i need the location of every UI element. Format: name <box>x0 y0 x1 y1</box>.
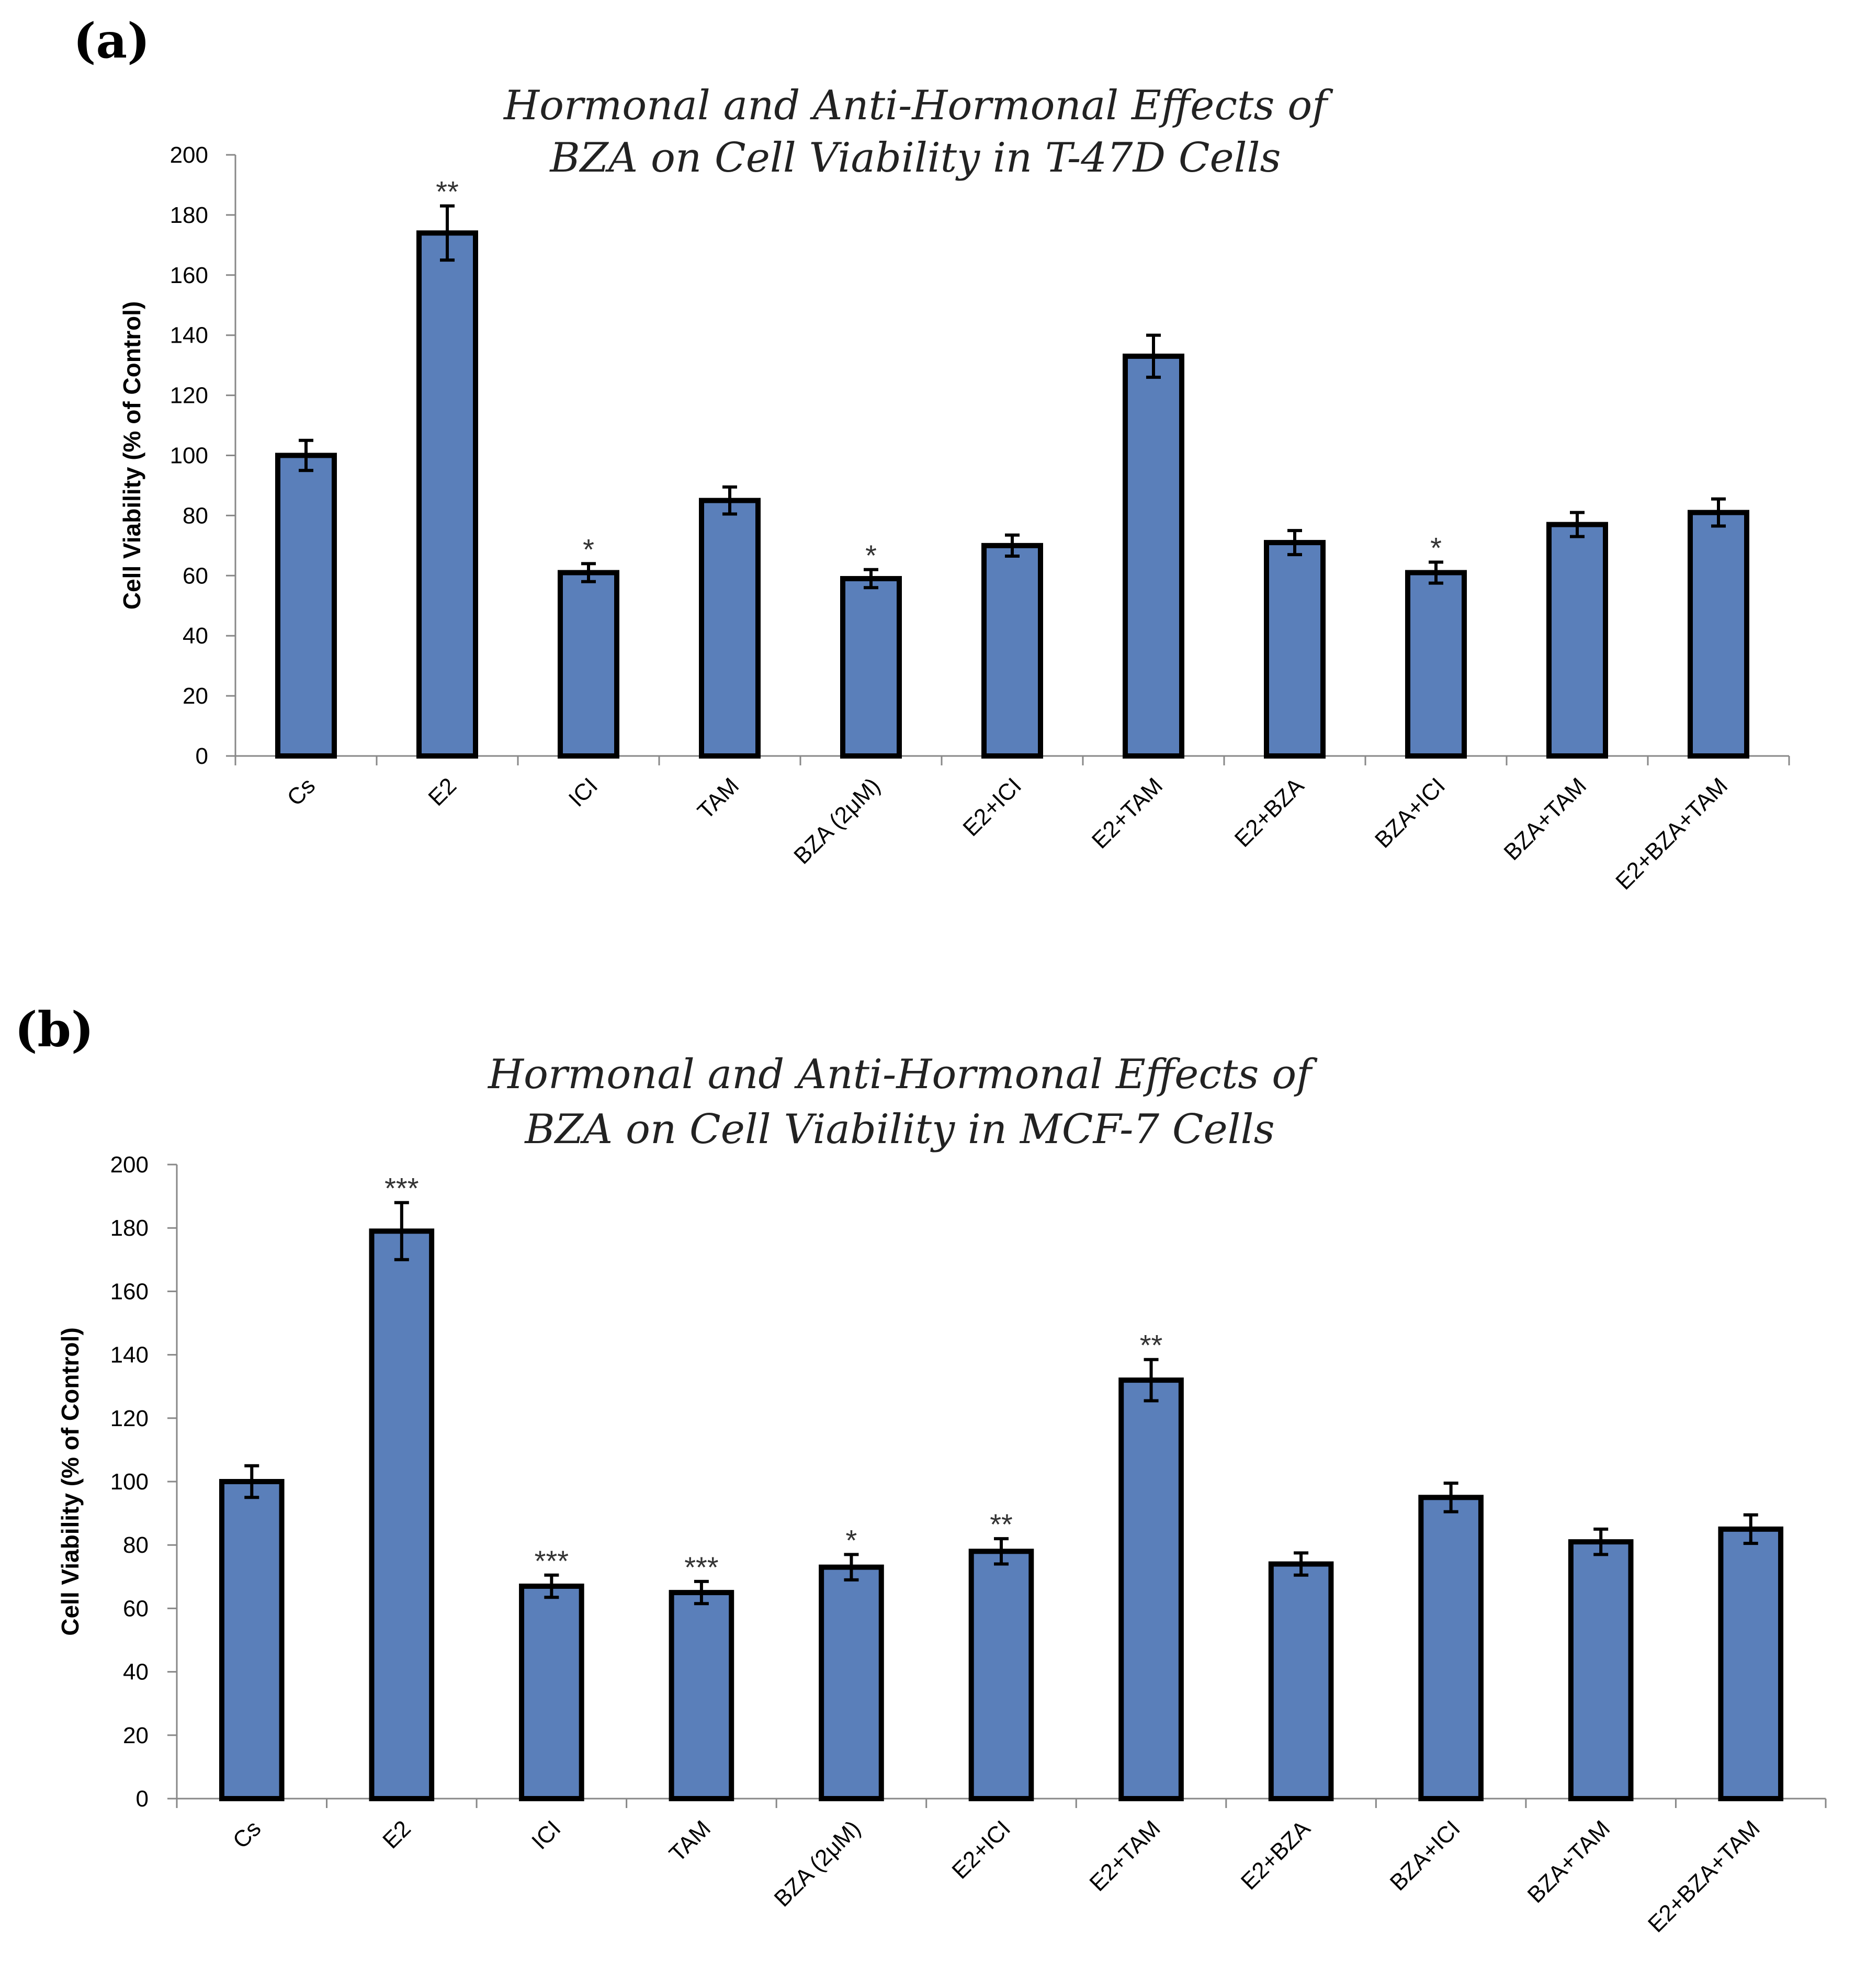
chart-title-line: Hormonal and Anti-Hormonal Effects of <box>503 82 1333 129</box>
bar <box>699 498 761 759</box>
x-category-label: TAM <box>693 773 744 824</box>
bar <box>519 1583 584 1801</box>
y-tick-label: 100 <box>170 443 208 469</box>
x-category-label: E2+TAM <box>1084 1815 1165 1896</box>
chart-title-line: BZA on Cell Viability in T-47D Cells <box>549 134 1281 182</box>
x-category-label: BZA (2μM) <box>789 773 885 869</box>
y-tick-label: 200 <box>110 1152 149 1178</box>
x-category-label: ICI <box>564 773 603 811</box>
bar <box>369 1228 435 1801</box>
y-axis-label: Cell Viability (% of Control) <box>56 1327 84 1636</box>
significance-marker: ** <box>1140 1329 1163 1362</box>
bar <box>981 543 1043 759</box>
chart-title-line: Hormonal and Anti-Hormonal Effects of <box>487 1051 1318 1098</box>
y-tick-label: 160 <box>170 263 208 288</box>
y-tick-label: 120 <box>110 1406 149 1431</box>
x-category-label: BZA+ICI <box>1370 773 1450 853</box>
bar <box>1264 540 1326 759</box>
chart-title-line: BZA on Cell Viability in MCF-7 Cells <box>524 1106 1274 1153</box>
y-tick-label: 160 <box>110 1279 149 1304</box>
bar <box>1418 1495 1484 1802</box>
bar <box>1568 1539 1634 1801</box>
y-tick-label: 0 <box>136 1786 149 1812</box>
bar <box>416 230 478 759</box>
significance-marker: * <box>583 533 594 566</box>
x-category-label: BZA+ICI <box>1385 1815 1465 1895</box>
y-axis-label: Cell Viability (% of Control) <box>118 301 145 610</box>
x-category-label: E2+TAM <box>1087 773 1168 853</box>
y-tick-label: 80 <box>183 503 208 528</box>
bar <box>558 570 619 759</box>
bar <box>1123 353 1184 759</box>
bar <box>968 1549 1034 1802</box>
panel-label: (b) <box>15 1001 94 1058</box>
bar <box>1118 1377 1184 1802</box>
chart-panel-a: (a) Hormonal and Anti-Hormonal Effects of… <box>73 13 1790 895</box>
bar <box>1546 522 1608 759</box>
y-tick-label: 100 <box>110 1469 149 1495</box>
significance-marker: *** <box>684 1551 718 1584</box>
bar <box>819 1564 884 1802</box>
bar <box>1688 510 1749 759</box>
significance-marker: *** <box>384 1172 418 1205</box>
significance-marker: ** <box>436 175 459 208</box>
x-category-label: E2+BZA <box>1236 1815 1316 1895</box>
x-category-label: Cs <box>282 773 320 811</box>
x-category-label: E2+BZA+TAM <box>1643 1815 1765 1937</box>
significance-marker: * <box>1430 531 1442 564</box>
x-category-label: Cs <box>228 1815 266 1854</box>
y-tick-label: 0 <box>196 743 208 769</box>
x-category-label: E2+ICI <box>947 1815 1015 1884</box>
x-category-label: BZA (2μM) <box>770 1815 866 1912</box>
x-category-label: TAM <box>664 1815 716 1867</box>
bar <box>275 453 337 759</box>
significance-marker: *** <box>535 1544 569 1577</box>
bar <box>840 576 902 759</box>
y-tick-label: 40 <box>183 623 208 649</box>
y-tick-label: 80 <box>123 1532 149 1558</box>
x-category-label: ICI <box>527 1815 565 1854</box>
significance-marker: ** <box>990 1508 1013 1541</box>
x-category-label: E2+BZA+TAM <box>1611 773 1733 895</box>
y-tick-label: 60 <box>183 563 208 589</box>
y-tick-label: 180 <box>170 202 208 228</box>
x-category-label: E2 <box>423 773 461 811</box>
x-category-label: BZA+TAM <box>1499 773 1591 865</box>
y-tick-label: 180 <box>110 1215 149 1241</box>
y-tick-label: 140 <box>110 1342 149 1368</box>
y-tick-label: 140 <box>170 323 208 348</box>
x-category-label: E2+ICI <box>958 773 1026 841</box>
bar <box>219 1479 285 1801</box>
significance-marker: * <box>865 539 877 572</box>
bar <box>1405 570 1467 759</box>
y-tick-label: 60 <box>123 1596 149 1621</box>
y-tick-label: 20 <box>123 1723 149 1748</box>
bar <box>1268 1561 1334 1802</box>
y-tick-label: 120 <box>170 383 208 409</box>
x-category-label: BZA+TAM <box>1523 1815 1615 1908</box>
y-tick-label: 200 <box>170 142 208 168</box>
significance-marker: * <box>846 1523 857 1556</box>
panel-label: (a) <box>73 13 150 69</box>
bar <box>1718 1526 1784 1801</box>
x-category-label: E2 <box>378 1815 416 1854</box>
chart-panel-b: (b) Hormonal and Anti-Hormonal Effects of… <box>15 1001 1827 1937</box>
y-tick-label: 40 <box>123 1659 149 1685</box>
x-category-label: E2+BZA <box>1230 773 1309 852</box>
y-tick-label: 20 <box>183 683 208 709</box>
bar <box>669 1590 734 1802</box>
